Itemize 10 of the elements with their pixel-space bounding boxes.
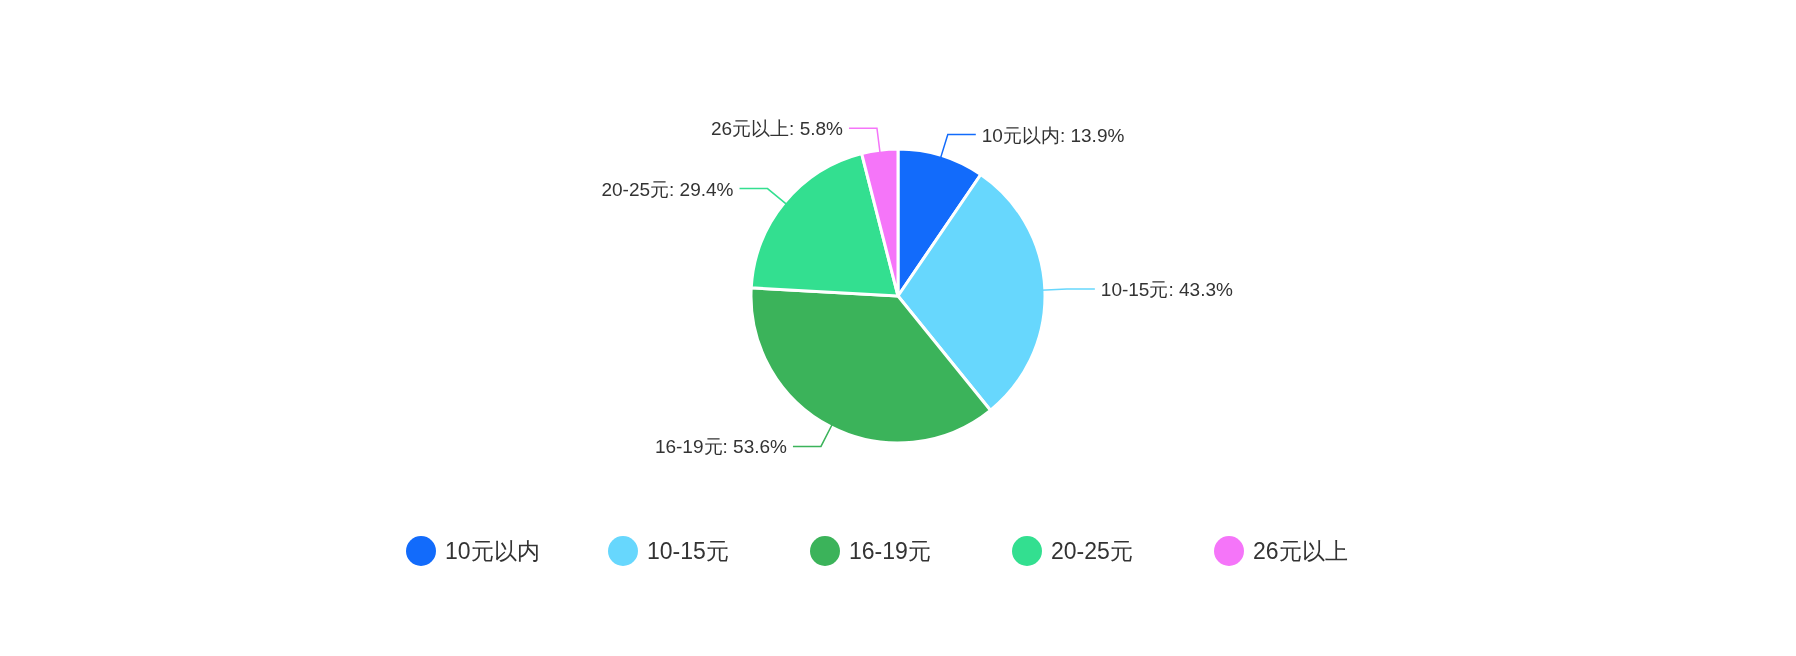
data-label: 10-15元: 43.3% <box>1100 279 1233 301</box>
legend-label: 20-25元 <box>1051 538 1133 564</box>
data-label: 20-25元: 29.4% <box>601 178 734 200</box>
data-label: 26元以上: 5.8% <box>710 118 844 140</box>
legend-label: 16-19元 <box>849 538 931 564</box>
data-label: 16-19元: 53.6% <box>654 436 788 458</box>
legend-label: 26元以上 <box>1253 538 1348 564</box>
legend-label: 10元以内 <box>445 538 540 564</box>
data-label: 10元以内: 13.9% <box>981 124 1125 146</box>
legend-label: 10-15元 <box>647 538 729 564</box>
